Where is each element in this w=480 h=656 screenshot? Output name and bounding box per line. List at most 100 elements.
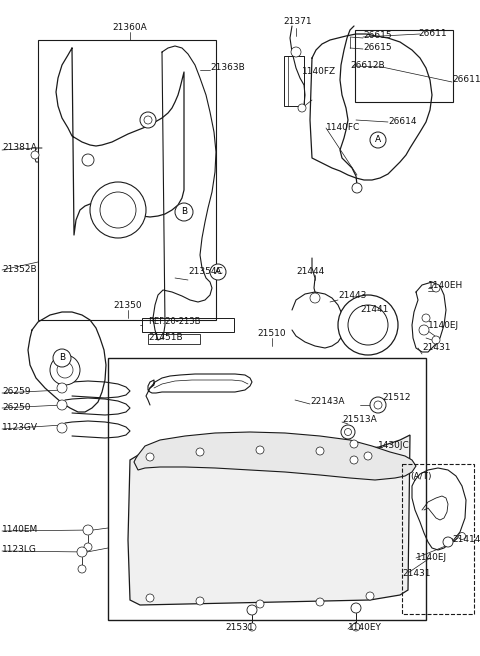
Circle shape <box>432 284 440 292</box>
Bar <box>38 40 216 320</box>
Text: 21363B: 21363B <box>210 64 245 73</box>
Circle shape <box>210 264 226 280</box>
Text: 21360A: 21360A <box>113 24 147 33</box>
Circle shape <box>291 47 301 57</box>
Bar <box>142 318 234 332</box>
Circle shape <box>90 182 146 238</box>
Circle shape <box>140 112 156 128</box>
Text: 1140FC: 1140FC <box>326 123 360 133</box>
Circle shape <box>78 565 86 573</box>
Text: 26611A: 26611A <box>452 75 480 85</box>
Text: 26611: 26611 <box>418 28 446 37</box>
Text: 21352B: 21352B <box>2 266 36 274</box>
Circle shape <box>248 623 256 631</box>
Bar <box>355 30 453 102</box>
Text: 22143A: 22143A <box>310 398 345 407</box>
Text: B: B <box>59 354 65 363</box>
Circle shape <box>458 533 466 539</box>
Circle shape <box>341 425 355 439</box>
Circle shape <box>345 428 351 436</box>
Text: 21512: 21512 <box>382 394 410 403</box>
Circle shape <box>443 537 453 547</box>
Circle shape <box>370 397 386 413</box>
Text: 26614: 26614 <box>388 117 417 127</box>
Text: 1430JC: 1430JC <box>378 440 410 449</box>
Text: 21451B: 21451B <box>148 333 182 342</box>
Circle shape <box>350 456 358 464</box>
Circle shape <box>366 592 374 600</box>
Circle shape <box>310 293 320 303</box>
Circle shape <box>338 295 398 355</box>
Circle shape <box>316 598 324 606</box>
Circle shape <box>57 362 73 378</box>
Bar <box>148 334 200 344</box>
Text: 1140EJ: 1140EJ <box>428 321 459 329</box>
Circle shape <box>298 104 306 112</box>
Bar <box>108 358 426 620</box>
Circle shape <box>348 305 388 345</box>
Circle shape <box>83 525 93 535</box>
Circle shape <box>31 151 39 159</box>
Text: A: A <box>375 136 381 144</box>
Text: 26612B: 26612B <box>350 62 384 70</box>
Text: (A/T): (A/T) <box>410 472 432 480</box>
Circle shape <box>422 314 430 322</box>
Circle shape <box>247 605 257 615</box>
Circle shape <box>196 448 204 456</box>
Text: 21513A: 21513A <box>342 415 377 424</box>
Circle shape <box>370 132 386 148</box>
Text: 21443: 21443 <box>338 291 366 300</box>
Circle shape <box>196 597 204 605</box>
Text: 21350: 21350 <box>114 300 142 310</box>
Circle shape <box>352 183 362 193</box>
Circle shape <box>256 446 264 454</box>
Circle shape <box>57 400 67 410</box>
Text: REF.20-213B: REF.20-213B <box>148 318 201 327</box>
Circle shape <box>77 547 87 557</box>
Circle shape <box>57 383 67 393</box>
Text: 26615: 26615 <box>363 43 392 52</box>
Polygon shape <box>128 435 410 605</box>
Text: 21444: 21444 <box>296 268 324 276</box>
Text: 21354C: 21354C <box>188 268 223 276</box>
Circle shape <box>57 423 67 433</box>
Circle shape <box>175 203 193 221</box>
Text: 1140FZ: 1140FZ <box>302 68 336 77</box>
Bar <box>284 56 304 106</box>
Text: 26615: 26615 <box>363 31 392 41</box>
Circle shape <box>419 325 429 335</box>
Circle shape <box>100 192 136 228</box>
Circle shape <box>50 355 80 385</box>
Circle shape <box>84 543 92 551</box>
Text: 26250: 26250 <box>2 403 31 411</box>
Text: 1140EM: 1140EM <box>2 525 38 535</box>
Circle shape <box>256 600 264 608</box>
Bar <box>402 464 474 614</box>
Text: 21371: 21371 <box>284 18 312 26</box>
Circle shape <box>146 594 154 602</box>
Circle shape <box>374 401 382 409</box>
Text: 1140EH: 1140EH <box>428 281 463 289</box>
Text: 1140EJ: 1140EJ <box>416 554 447 562</box>
Text: 21431: 21431 <box>402 569 431 579</box>
Circle shape <box>144 116 152 124</box>
Circle shape <box>146 453 154 461</box>
Circle shape <box>350 440 358 448</box>
Circle shape <box>364 452 372 460</box>
Text: 1123GV: 1123GV <box>2 424 38 432</box>
Text: 21414: 21414 <box>452 535 480 544</box>
Text: 1140EY: 1140EY <box>348 623 382 632</box>
Polygon shape <box>134 432 416 480</box>
Circle shape <box>316 447 324 455</box>
Circle shape <box>352 623 360 631</box>
Text: A: A <box>215 268 221 276</box>
Text: 21510: 21510 <box>258 329 286 338</box>
Text: 26259: 26259 <box>2 388 31 396</box>
Text: 21431: 21431 <box>422 344 451 352</box>
Circle shape <box>82 154 94 166</box>
Circle shape <box>53 349 71 367</box>
Text: 21531: 21531 <box>226 623 254 632</box>
Text: B: B <box>181 207 187 216</box>
Circle shape <box>432 336 440 344</box>
Circle shape <box>351 603 361 613</box>
